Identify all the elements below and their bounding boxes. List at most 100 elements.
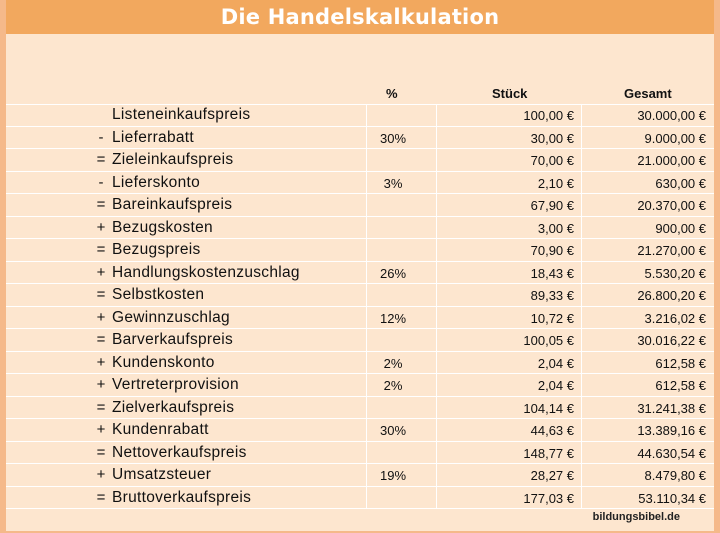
row-total-value: 44.630,54 € [637,445,706,461]
table-row: = Bareinkaufspreis 67,90 € 20.370,00 € [6,194,714,217]
row-label: Kundenrabatt [112,421,209,438]
row-operator: = [96,443,106,461]
row-total-value: 900,00 € [655,220,706,236]
row-piece-value: 70,90 € [530,243,574,258]
table-row: = Bezugspreis 70,90 € 21.270,00 € [6,239,714,262]
row-piece-value: 148,77 € [523,445,574,461]
row-piece-value: 2,10 € [537,175,574,191]
row-label: Vertreterprovision [112,376,239,393]
table-row: + Gewinnzuschlag 12% 10,72 € 3.216,02 € [6,307,714,329]
row-operator: - [98,173,104,191]
table-row: + Vertreterprovision 2% 2,04 € 612,58 € [6,374,714,397]
table-row: = Barverkaufspreis 100,05 € 30.016,22 € [6,329,714,352]
row-total-value: 30.016,22 € [637,333,706,348]
row-total-value: 5.530,20 € [644,265,706,281]
row-operator: = [96,286,106,303]
table-row: - Lieferrabatt 30% 30,00 € 9.000,00 € [6,127,714,149]
column-divider [581,104,582,509]
row-operator: + [96,466,106,483]
row-label: Zielverkaufspreis [112,398,235,416]
table-row: = Nettoverkaufspreis 148,77 € 44.630,54 € [6,442,714,464]
row-operator: = [96,151,106,168]
row-percent: 3% [383,175,403,191]
header-total: Gesamt [624,86,672,101]
row-total-value: 3.216,02 € [644,310,706,326]
row-operator: = [96,331,106,348]
header-piece: Stück [492,86,528,101]
table-row: + Bezugskosten 3,00 € 900,00 € [6,217,714,239]
empty-row-band [6,34,714,67]
row-percent: 2% [383,355,403,371]
row-percent: 19% [379,468,407,483]
row-label: Bruttoverkaufspreis [112,488,252,506]
row-operator: + [96,421,106,438]
row-operator: = [96,398,106,416]
row-label: Barverkaufspreis [112,331,234,348]
row-piece-value: 2,04 € [537,378,574,393]
row-label: Selbstkosten [112,286,205,303]
row-piece-value: 70,00 € [530,153,574,168]
row-operator: = [96,488,106,506]
row-total-value: 30.000,00 € [637,108,706,123]
table-row: = Zieleinkaufspreis 70,00 € 21.000,00 € [6,149,714,172]
row-operator: + [96,376,106,393]
row-label: Umsatzsteuer [112,466,212,483]
row-label: Lieferrabatt [112,128,195,146]
page-title: Die Handelskalkulation [220,5,500,29]
table-row: + Handlungskostenzuschlag 26% 18,43 € 5.530,… [6,262,714,284]
row-label: Zieleinkaufspreis [112,151,234,168]
column-divider [366,104,367,509]
column-header-row: % Stück Gesamt [6,82,714,105]
row-piece-value: 30,00 € [530,130,574,146]
row-total-value: 20.370,00 € [637,198,706,213]
row-label: Bezugspreis [112,241,201,258]
column-divider [436,104,437,509]
row-operator: + [96,263,106,281]
row-total-value: 612,58 € [655,378,706,393]
row-total-value: 26.800,20 € [637,288,706,303]
row-piece-value: 28,27 € [530,468,574,483]
source-credit: bildungsbibel.de [592,511,680,523]
row-total-value: 612,58 € [655,355,706,371]
row-total-value: 9.000,00 € [644,130,706,146]
table-row: + Kundenrabatt 30% 44,63 € 13.389,16 € [6,419,714,442]
row-label: Kundenskonto [112,353,215,371]
row-total-value: 21.000,00 € [637,153,706,168]
row-label: Listeneinkaufspreis [112,106,251,123]
calculation-table: Listeneinkaufspreis 100,00 €30.000,00 € - L… [6,104,714,509]
row-piece-value: 3,00 € [537,220,574,236]
table-row: + Umsatzsteuer 19% 28,27 € 8.479,80 € [6,464,714,487]
row-operator: = [96,241,106,258]
row-total-value: 53.110,34 € [638,490,706,506]
row-label: Nettoverkaufspreis [112,443,247,461]
row-piece-value: 44,63 € [530,423,574,438]
row-piece-value: 100,05 € [523,333,574,348]
table-row: = Selbstkosten 89,33 € 26.800,20 € [6,284,714,307]
row-percent: 26% [379,265,407,281]
row-total-value: 21.270,00 € [637,243,706,258]
row-operator: + [96,308,106,326]
table-row: = Zielverkaufspreis 104,14 € 31.241,38 € [6,397,714,419]
table-row: - Lieferskonto 3% 2,10 € 630,00 € [6,172,714,194]
table-row: + Kundenskonto 2% 2,04 € 612,58 € [6,352,714,374]
row-piece-value: 67,90 € [530,198,574,213]
row-label: Bareinkaufspreis [112,196,233,213]
row-piece-value: 18,43 € [530,265,574,281]
header-percent: % [386,86,398,101]
title-bar: Die Handelskalkulation [6,0,714,34]
row-piece-value: 89,33 € [530,288,574,303]
row-piece-value: 177,03 € [523,490,574,506]
row-percent: 30% [379,423,407,438]
row-percent: 30% [379,130,407,146]
row-piece-value: 2,04 € [537,355,574,371]
row-percent: 2% [383,378,403,393]
table-row: = Bruttoverkaufspreis 177,03 € 53.110,34 € [6,487,714,509]
row-piece-value: 10,72 € [530,310,574,326]
row-operator: + [96,218,106,236]
row-label: Gewinnzuschlag [112,308,230,326]
row-label: Lieferskonto [112,173,201,191]
row-total-value: 8.479,80 € [644,468,706,483]
row-total-value: 13.389,16 € [637,423,706,438]
row-operator: + [96,353,106,371]
